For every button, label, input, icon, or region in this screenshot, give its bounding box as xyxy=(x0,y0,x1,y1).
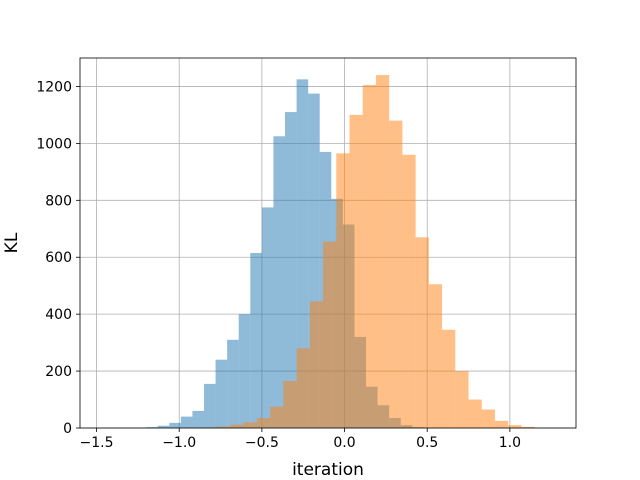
x-tick-label: −1.0 xyxy=(162,435,196,451)
histogram-bar-series-1 xyxy=(296,79,309,428)
x-tick-label: 1.0 xyxy=(499,435,521,451)
histogram-bar-series-2 xyxy=(481,409,495,428)
histogram-bar-series-1 xyxy=(273,136,286,428)
y-tick-label: 0 xyxy=(63,421,72,437)
histogram-bar-series-2 xyxy=(428,284,443,428)
histogram-bar-series-2 xyxy=(468,399,482,428)
histogram-bar-series-1 xyxy=(227,339,239,428)
histogram-bar-series-2 xyxy=(309,301,324,428)
histogram-bar-series-2 xyxy=(402,154,416,428)
histogram-bar-series-2 xyxy=(296,348,310,428)
histogram-bar-series-1 xyxy=(169,422,181,428)
plot-frame xyxy=(79,57,577,429)
histogram-bar-series-2 xyxy=(508,425,522,428)
histogram-bar-series-2 xyxy=(283,381,297,428)
histogram-bar-series-1 xyxy=(215,359,228,428)
y-tick-label: 400 xyxy=(45,307,72,323)
y-tick-label: 800 xyxy=(45,193,72,209)
histogram-bar-series-2 xyxy=(415,237,429,428)
x-axis-label: iteration xyxy=(292,460,364,480)
x-tick-label: −1.5 xyxy=(80,435,114,451)
histogram-bar-series-1 xyxy=(146,427,158,428)
histogram-bars xyxy=(146,75,535,429)
x-tick-label: −0.5 xyxy=(245,435,279,451)
histogram-bar-series-2 xyxy=(270,406,284,428)
histogram-bar-series-2 xyxy=(336,153,350,428)
histogram-bar-series-2 xyxy=(442,329,456,428)
histogram-bar-series-1 xyxy=(261,207,274,428)
histogram-bar-series-2 xyxy=(230,424,244,428)
histogram-bar-series-1 xyxy=(285,112,297,429)
y-tick-label: 1200 xyxy=(36,79,72,95)
histogram-bar-series-1 xyxy=(204,383,216,428)
x-tick-label: 0.5 xyxy=(416,435,438,451)
axis-ticks: −1.5 −1.0 −0.5 0.0 0.5 1.0 0 200 400 600 800 1000 12… xyxy=(36,79,521,451)
histogram-bar-series-2 xyxy=(521,426,535,428)
y-tick-label: 600 xyxy=(45,250,72,266)
histogram-bar-series-2 xyxy=(389,120,403,428)
y-tick-label: 200 xyxy=(45,364,72,380)
x-tick-label: 0.0 xyxy=(333,435,355,451)
histogram-bar-series-2 xyxy=(362,85,376,429)
histogram-bar-series-1 xyxy=(250,252,262,428)
histogram-bar-series-2 xyxy=(323,241,337,428)
histogram-bar-series-2 xyxy=(494,420,509,428)
y-tick-label: 1000 xyxy=(36,136,72,152)
histogram-bar-series-1 xyxy=(180,416,193,428)
histogram-bar-series-1 xyxy=(157,425,170,428)
histogram-bar-series-2 xyxy=(256,418,271,428)
histogram-bar-series-2 xyxy=(217,426,231,428)
histogram-bar-series-1 xyxy=(308,93,320,429)
histogram-bar-series-2 xyxy=(455,371,469,428)
histogram-bar-series-2 xyxy=(349,114,363,428)
histogram-bar-series-2 xyxy=(243,422,257,428)
histogram-bar-series-1 xyxy=(238,314,251,428)
histogram-bar-series-1 xyxy=(192,410,204,428)
y-axis-label: KL xyxy=(2,232,22,253)
histogram-bar-series-2 xyxy=(375,75,390,429)
